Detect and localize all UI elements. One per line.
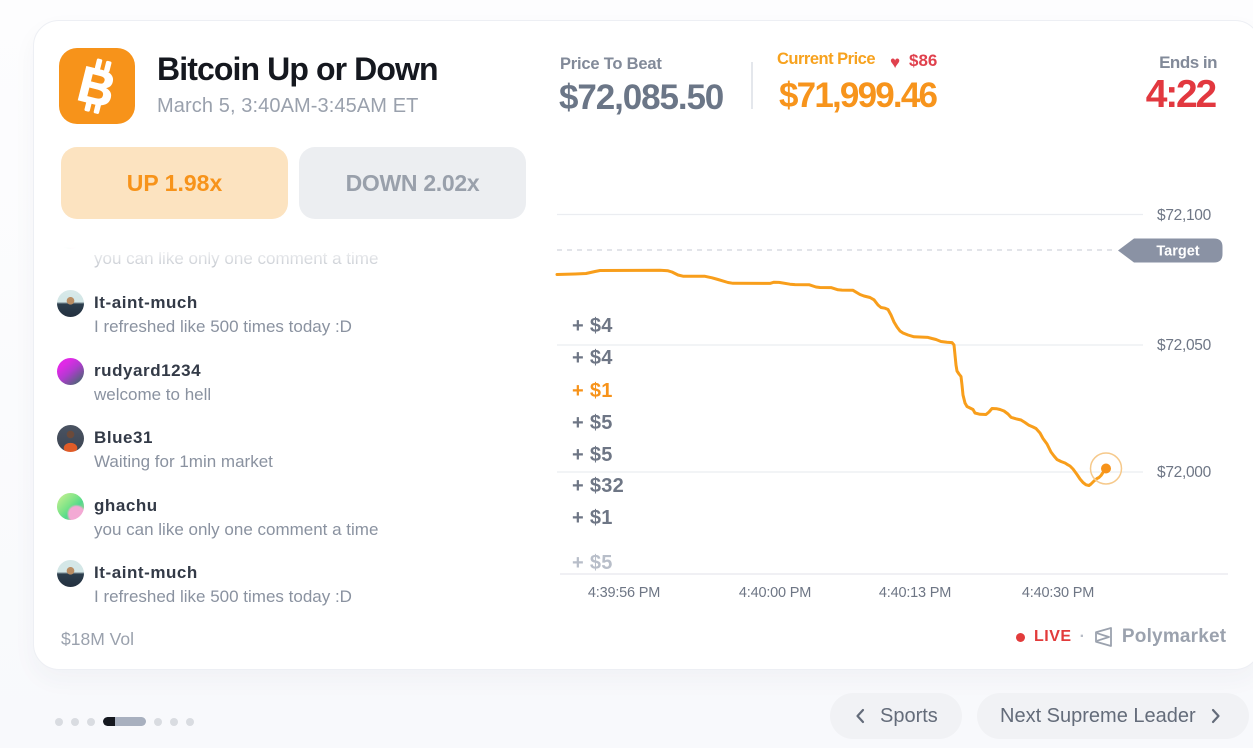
svg-text:Target: Target <box>1156 244 1199 260</box>
